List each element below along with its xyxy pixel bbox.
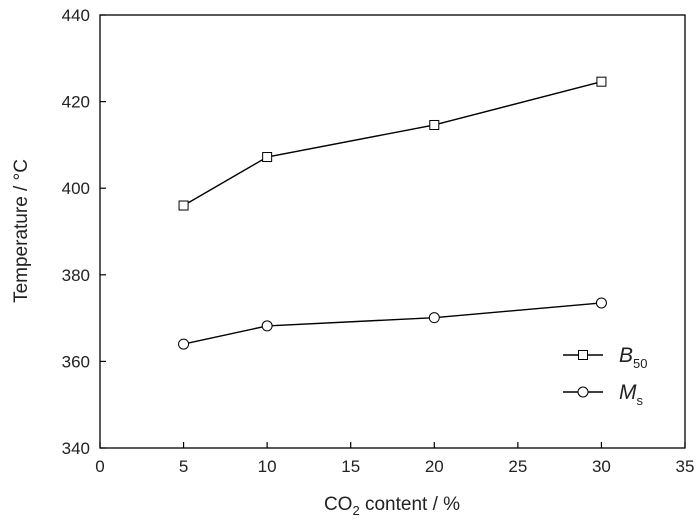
legend-entry-Ms: Ms <box>563 381 644 408</box>
x-axis-label: CO2 content / % <box>324 494 460 518</box>
data-point-B50 <box>429 119 440 130</box>
x-tick-label: 10 <box>258 457 277 476</box>
y-tick-label: 380 <box>62 266 90 285</box>
chart-series <box>178 76 607 350</box>
y-tick-label: 340 <box>62 439 90 458</box>
legend-entry-B50: B50 <box>563 344 647 371</box>
y-tick-label: 420 <box>62 93 90 112</box>
y-axis-label: Temperature / °C <box>11 159 32 303</box>
legend-marker <box>578 350 588 360</box>
x-tick-label: 35 <box>676 457 695 476</box>
legend: B50 Ms <box>563 344 647 408</box>
series-Ms <box>178 297 607 350</box>
x-tick-label: 15 <box>341 457 360 476</box>
series-B50 <box>178 76 607 211</box>
series-line-Ms <box>183 302 602 345</box>
x-tick-labels: 0 5 10 15 20 25 30 35 <box>95 457 694 476</box>
legend-label: Ms <box>619 381 644 408</box>
data-point-Ms <box>595 297 607 309</box>
x-tick-label: 0 <box>95 457 104 476</box>
x-tick-label: 30 <box>592 457 611 476</box>
data-point-Ms <box>428 312 440 324</box>
data-point-B50 <box>262 152 273 163</box>
data-point-B50 <box>178 200 189 211</box>
y-tick-label: 360 <box>62 352 90 371</box>
data-point-B50 <box>596 76 607 87</box>
x-tick-label: 25 <box>508 457 527 476</box>
series-line-B50 <box>183 81 602 207</box>
plot-frame <box>99 14 686 449</box>
y-tick-label: 400 <box>62 179 90 198</box>
y-tick-label: 440 <box>62 6 90 25</box>
data-point-Ms <box>261 320 273 332</box>
data-point-Ms <box>178 338 190 350</box>
x-tick-label: 5 <box>179 457 188 476</box>
y-tick-labels: 340 360 380 400 420 440 <box>62 6 90 458</box>
legend-marker <box>577 386 589 398</box>
legend-label: B50 <box>619 344 647 371</box>
x-tick-label: 20 <box>425 457 444 476</box>
